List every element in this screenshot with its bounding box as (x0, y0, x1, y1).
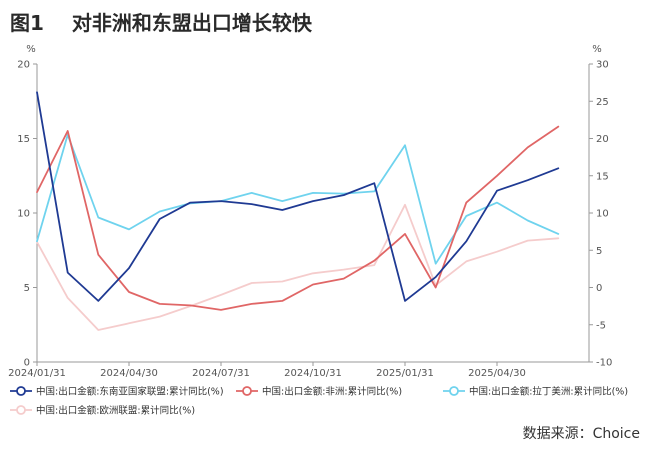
left-axis-unit: % (26, 44, 36, 55)
legend-swatch-marker (242, 386, 252, 396)
figure-title-bar: 图1 对非洲和东盟出口增长较快 (10, 6, 312, 36)
right-tick-label: 10 (596, 209, 609, 220)
left-tick-label: 5 (24, 283, 30, 294)
x-tick-label: 2024/10/31 (284, 368, 342, 379)
right-tick-label: 25 (596, 97, 609, 108)
legend-swatch-marker (16, 405, 26, 415)
left-tick-label: 10 (17, 209, 30, 220)
right-tick-label: 20 (596, 134, 609, 145)
right-tick-label: -10 (596, 358, 612, 369)
series-line-1 (36, 91, 560, 302)
x-tick-label: 2024/01/31 (8, 368, 66, 379)
right-tick-label: 0 (596, 283, 602, 294)
x-tick-label: 2024/07/31 (192, 368, 250, 379)
left-tick-label: 0 (24, 358, 30, 369)
legend-swatch-marker (16, 386, 26, 396)
figure-label: 图1 (10, 10, 44, 35)
data-source: 数据来源：Choice (522, 426, 640, 442)
left-tick-label: 20 (17, 60, 30, 71)
series-line-4 (36, 203, 560, 331)
right-tick-label: 15 (596, 171, 609, 182)
legend-label: 中国:出口金额:欧洲联盟:累计同比(%) (36, 405, 195, 417)
left-tick-label: 15 (17, 134, 30, 145)
legend-label: 中国:出口金额:拉丁美洲:累计同比(%) (469, 386, 628, 398)
right-tick-label: 30 (596, 60, 609, 71)
x-tick-label: 2025/01/31 (376, 368, 434, 379)
right-axis-unit: % (592, 44, 602, 55)
series-line-3 (36, 133, 560, 265)
legend-swatch-marker (449, 386, 459, 396)
series-line-2 (36, 125, 560, 311)
x-tick-label: 2025/04/30 (468, 368, 526, 379)
legend-label: 中国:出口金额:非洲:累计同比(%) (262, 386, 402, 398)
right-tick-label: -5 (596, 320, 606, 331)
right-tick-label: 5 (596, 246, 602, 257)
legend-label: 中国:出口金额:东南亚国家联盟:累计同比(%) (36, 386, 224, 398)
x-tick-label: 2024/04/30 (100, 368, 158, 379)
figure-title: 对非洲和东盟出口增长较快 (71, 10, 312, 35)
